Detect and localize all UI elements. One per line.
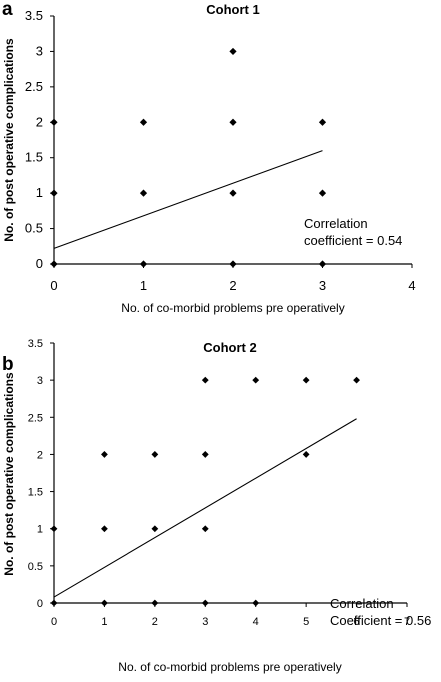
panel-letter: a [2,0,13,20]
correlation-annotation: Correlation [304,216,368,231]
data-point [318,189,327,197]
x-tick-label: 3 [319,278,326,293]
data-point [139,260,148,268]
data-point [302,376,310,384]
x-tick-label: 1 [140,278,147,293]
data-point [252,599,260,607]
data-point [50,260,58,268]
y-tick-label: 0 [37,598,43,610]
data-point [229,189,237,197]
y-tick-label: 3.5 [28,338,43,350]
data-point [201,525,209,533]
y-tick-label: 3.5 [25,8,43,23]
data-point [50,118,58,126]
correlation-annotation: Coefficient = 0.56 [330,613,431,628]
data-point [101,599,108,607]
data-point [101,525,108,533]
panel-letter: b [2,354,14,375]
data-point [151,525,159,533]
chart-panel-b: b Cohort 2 0 0.5 1 1.5 2 2.5 3 3.5 0 1 2 3 4 5 6 7 No. of … [2,338,431,674]
chart-title: Cohort 2 [203,340,256,355]
x-axis-label: No. of co-morbid problems pre operativel… [118,660,341,674]
y-tick-label: 0 [36,256,43,271]
y-axis-label: No. of post operative complications [2,38,16,242]
correlation-annotation: Correlation [330,596,394,611]
x-tick-label: 2 [152,616,158,628]
y-tick-label: 0.5 [25,221,43,236]
x-axis-label: No. of co-morbid problems pre operativel… [121,301,344,315]
x-tick-label: 3 [202,616,208,628]
x-tick-label: 7 [404,616,410,628]
data-point [201,599,209,607]
data-point [229,118,237,126]
x-tick-label: 1 [101,616,107,628]
data-point [101,451,108,458]
x-tick-label: 6 [354,616,360,628]
data-point [353,376,360,384]
y-tick-label: 1.5 [28,487,43,499]
x-tick-label: 2 [229,278,236,293]
data-point [229,47,237,56]
y-tick-label: 0.5 [28,561,43,573]
y-tick-label: 2.5 [28,412,43,424]
x-tick-label: 0 [50,278,57,293]
correlation-annotation: coefficient = 0.54 [304,233,402,248]
y-tick-label: 3 [36,43,43,58]
data-point [151,451,159,458]
data-point [139,189,148,197]
x-tick-label: 4 [408,278,415,293]
x-tick-label: 0 [51,616,57,628]
data-point [229,260,237,268]
y-tick-label: 1 [37,524,43,536]
data-point [318,260,327,268]
y-tick-label: 2.5 [25,79,43,94]
data-point [50,189,58,197]
chart-panel-a: a Cohort 1 0 0.5 1 1.5 2 2.5 3 3.5 0 1 2 3 4 No. of co-… [2,0,416,315]
y-axis-label: No. of post operative complications [2,372,16,576]
trendline [53,418,357,598]
data-point [151,599,159,607]
data-point [201,376,209,384]
y-tick-label: 2 [36,114,43,129]
chart-title: Cohort 1 [206,2,259,17]
y-tick-label: 3 [37,375,43,387]
data-point [201,451,209,458]
data-point [50,599,58,607]
data-point [139,118,148,126]
trendline [53,150,323,249]
data-point [252,376,260,384]
data-point [50,525,58,533]
y-tick-label: 1 [36,185,43,200]
y-tick-label: 1.5 [25,150,43,165]
x-tick-label: 4 [253,616,259,628]
y-tick-label: 2 [37,449,43,461]
data-point [302,451,310,458]
x-tick-label: 5 [303,616,309,628]
data-point [318,118,327,126]
